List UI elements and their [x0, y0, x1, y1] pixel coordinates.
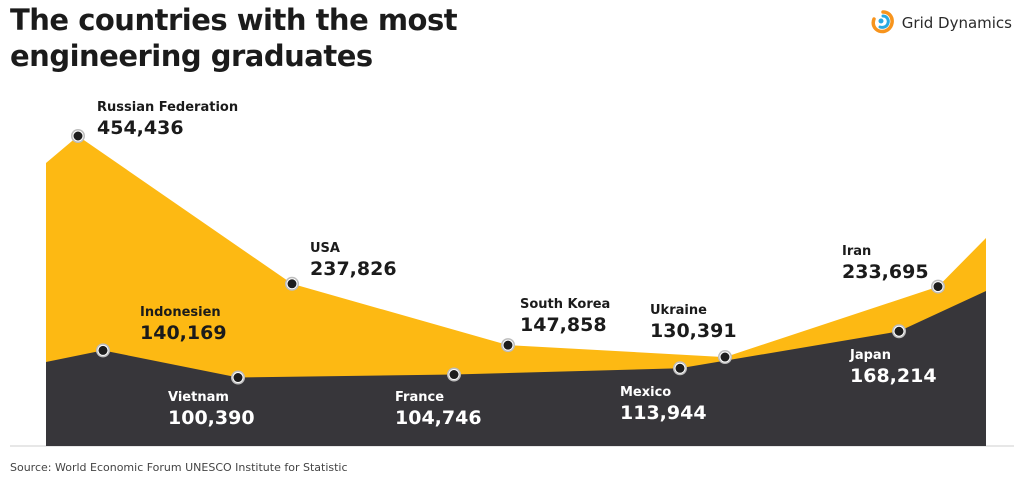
- data-point-usa: [286, 278, 298, 290]
- label-value-ukraine: 130,391: [650, 320, 737, 342]
- label-name-mexico: Mexico: [620, 385, 671, 400]
- data-point-south-korea: [502, 339, 514, 351]
- brand: Grid Dynamics: [870, 10, 1012, 36]
- label-name-iran: Iran: [842, 244, 871, 259]
- data-point-france: [448, 369, 460, 381]
- bottom-series-area: [46, 291, 986, 446]
- chart-area: Russian Federation 454,436 USA 237,826 South…: [10, 100, 1014, 447]
- label-name-usa: USA: [310, 241, 340, 256]
- data-point-mexico: [674, 362, 686, 374]
- data-point-vietnam: [232, 372, 244, 384]
- label-value-south-korea: 147,858: [520, 314, 607, 336]
- label-value-usa: 237,826: [310, 258, 397, 280]
- label-name-ukraine: Ukraine: [650, 303, 707, 318]
- label-value-vietnam: 100,390: [168, 407, 255, 429]
- label-name-indonesien: Indonesien: [140, 305, 221, 320]
- data-point-indonesien: [97, 344, 109, 356]
- label-value-iran: 233,695: [842, 261, 929, 283]
- label-name-south-korea: South Korea: [520, 297, 610, 312]
- data-point-russian-federation: [72, 130, 84, 142]
- data-point-japan: [893, 325, 905, 337]
- grid-dynamics-logo-icon: [871, 10, 894, 34]
- data-point-ukraine: [719, 351, 731, 363]
- label-value-indonesien: 140,169: [140, 322, 227, 344]
- label-value-france: 104,746: [395, 407, 482, 429]
- source-note: Source: World Economic Forum UNESCO Inst…: [10, 461, 348, 474]
- label-name-france: France: [395, 390, 444, 405]
- brand-name: Grid Dynamics: [901, 14, 1012, 32]
- label-value-mexico: 113,944: [620, 402, 707, 424]
- label-value-russian-federation: 454,436: [97, 117, 184, 139]
- label-name-vietnam: Vietnam: [168, 390, 229, 405]
- label-name-russian-federation: Russian Federation: [97, 100, 238, 115]
- chart-title: The countries with the most engineering …: [10, 3, 458, 73]
- label-value-japan: 168,214: [850, 365, 937, 387]
- data-point-iran: [932, 281, 944, 293]
- label-name-japan: Japan: [849, 348, 891, 363]
